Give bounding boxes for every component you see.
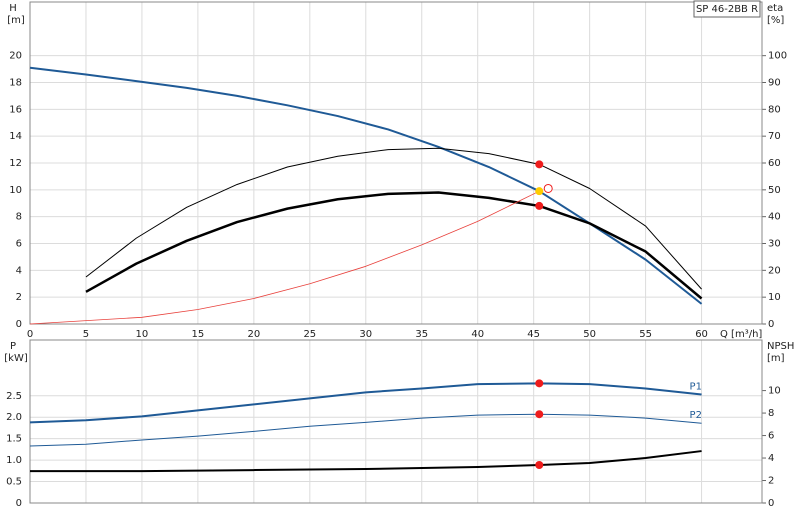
y-tick-label: 2.5: [6, 391, 22, 402]
y2-tick-label: 40: [768, 212, 781, 223]
y2-tick-label: 60: [768, 158, 781, 169]
y2-tick-label: 30: [768, 239, 781, 250]
duty-point: [535, 160, 544, 169]
x-tick-label: 5: [83, 329, 89, 340]
y2-axis-label: NPSH: [767, 341, 794, 352]
x-tick-label: 35: [415, 329, 428, 340]
x-tick-label: 40: [471, 329, 484, 340]
x-tick-label: 55: [639, 329, 652, 340]
y2-axis-unit: [m]: [767, 353, 785, 364]
duty-point: [543, 183, 553, 193]
duty-point: [535, 461, 544, 470]
duty-point: [535, 379, 544, 388]
curve: [29, 190, 540, 325]
x-axis-label: Q [m³/h]: [720, 329, 762, 340]
y2-axis-label: eta: [767, 3, 783, 14]
title-box: [693, 0, 761, 18]
y2-tick-label: 2: [768, 476, 774, 487]
curve: [30, 450, 702, 473]
x-tick-label: 30: [359, 329, 372, 340]
y-tick-label: 0: [16, 498, 22, 509]
duty-point: [535, 410, 544, 419]
y2-tick-label: 0: [768, 319, 774, 330]
y2-axis-unit: [%]: [767, 15, 784, 26]
y2-tick-label: 100: [768, 51, 787, 62]
y-tick-label: 16: [9, 104, 22, 115]
y-tick-label: 0: [16, 319, 22, 330]
y2-tick-label: 4: [768, 453, 774, 464]
chart-title: SP 46-2BB R: [696, 4, 758, 15]
y2-tick-label: 80: [768, 104, 781, 115]
y-axis-label: P: [10, 341, 16, 352]
y-tick-label: 1.5: [6, 434, 22, 445]
y-axis-unit: [m]: [7, 15, 25, 26]
y2-tick-label: 70: [768, 131, 781, 142]
x-tick-label: 50: [583, 329, 596, 340]
y2-tick-label: 90: [768, 78, 781, 89]
y-tick-label: 2: [16, 292, 22, 303]
y2-tick-label: 20: [768, 265, 781, 276]
curve-label: P1: [690, 381, 702, 392]
x-tick-label: 15: [192, 329, 205, 340]
x-tick-label: 45: [527, 329, 540, 340]
duty-point: [535, 201, 544, 210]
curve: [29, 66, 703, 305]
plot-frame: [29, 339, 763, 504]
x-tick-label: 10: [136, 329, 149, 340]
y-tick-label: 2.0: [6, 412, 22, 423]
y-tick-label: 20: [9, 51, 22, 62]
curve: [29, 413, 702, 447]
y-tick-label: 12: [9, 158, 22, 169]
y-axis-label: H: [9, 3, 17, 14]
curve: [29, 382, 702, 424]
x-tick-label: 20: [247, 329, 260, 340]
duty-point: [535, 187, 544, 196]
y-tick-label: 18: [9, 78, 22, 89]
x-tick-label: 25: [303, 329, 316, 340]
y-tick-label: 1.0: [6, 455, 22, 466]
curve: [85, 147, 702, 290]
x-tick-label: 60: [695, 329, 708, 340]
y2-tick-label: 8: [768, 408, 774, 419]
y2-tick-label: 50: [768, 185, 781, 196]
x-tick-label: 0: [27, 329, 33, 340]
y-tick-label: 0.5: [6, 477, 22, 488]
y-tick-label: 4: [16, 265, 22, 276]
curve: [85, 191, 703, 300]
y-axis-unit: [kW]: [4, 353, 28, 364]
y-tick-label: 10: [9, 185, 22, 196]
y2-tick-label: 6: [768, 431, 774, 442]
y-tick-label: 8: [16, 212, 22, 223]
curve-label: P2: [690, 410, 702, 421]
y-tick-label: 6: [16, 239, 22, 250]
y2-tick-label: 10: [768, 386, 781, 397]
y2-tick-label: 0: [768, 498, 774, 509]
y2-tick-label: 10: [768, 292, 781, 303]
y-tick-label: 14: [9, 131, 22, 142]
plot-frame: [29, 1, 763, 325]
